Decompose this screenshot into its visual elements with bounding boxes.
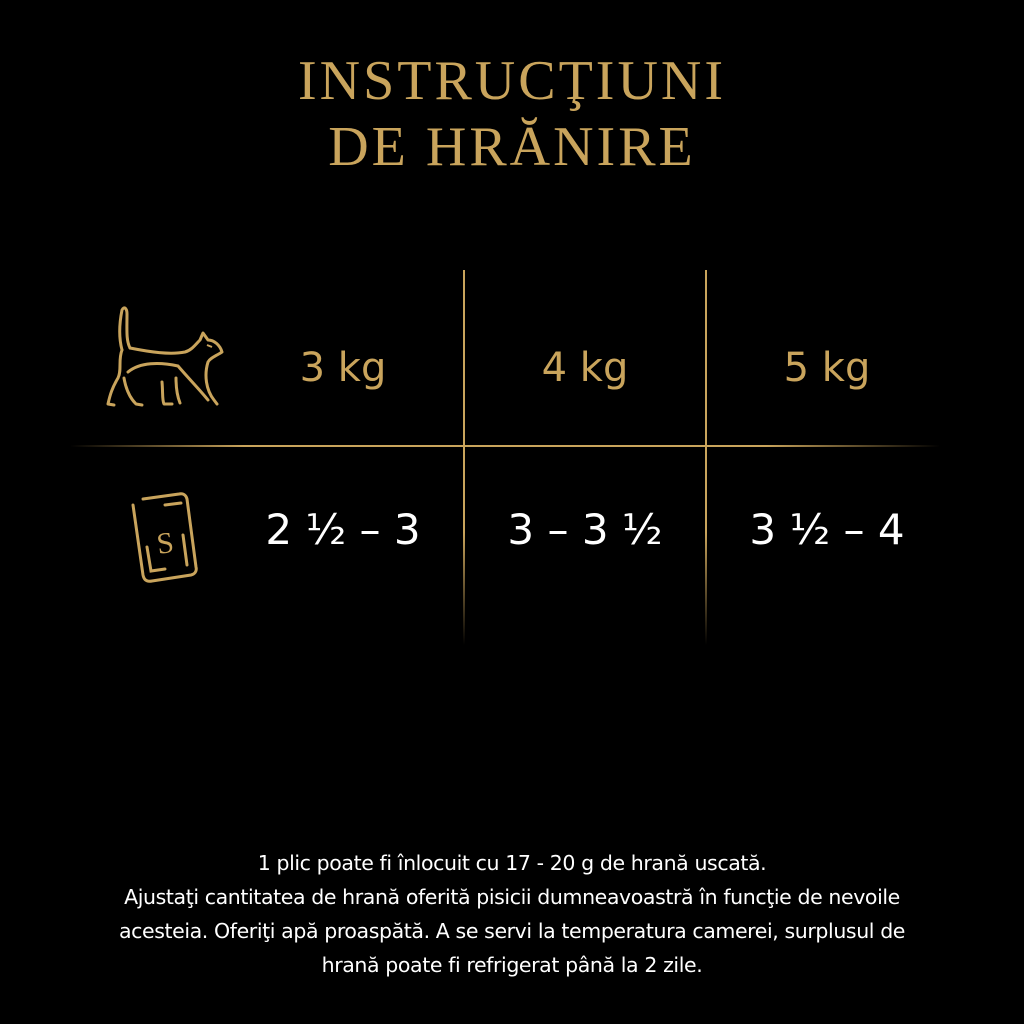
pouch-letter: S bbox=[155, 526, 176, 561]
feeding-notes: 1 plic poate fi înlocuit cu 17 - 20 g de… bbox=[30, 846, 994, 982]
feeding-note-line: hrană poate fi refrigerat până la 2 zile… bbox=[321, 953, 703, 977]
title-line-2: DE HRĂNIRE bbox=[328, 116, 696, 178]
feeding-note-line: acesteia. Oferiţi apă proaspătă. A se se… bbox=[118, 919, 906, 943]
feeding-note-line: Ajustaţi cantitatea de hrană oferită pis… bbox=[124, 885, 900, 909]
pouches-value-5kg: 3 ½ – 4 bbox=[749, 505, 905, 554]
pouch-icon: S bbox=[131, 492, 198, 583]
title-line-1: INSTRUCŢIUNI bbox=[298, 50, 726, 112]
table-vertical-divider bbox=[463, 270, 465, 645]
feeding-note-line: 1 plic poate fi înlocuit cu 17 - 20 g de… bbox=[257, 851, 767, 875]
weight-header-4kg: 4 kg bbox=[541, 345, 629, 391]
table-vertical-divider bbox=[705, 270, 707, 645]
weight-header-5kg: 5 kg bbox=[783, 345, 871, 391]
pouches-value-4kg: 3 – 3 ½ bbox=[507, 505, 663, 554]
page-title: INSTRUCŢIUNI DE HRĂNIRE bbox=[0, 48, 1024, 180]
weight-header-3kg: 3 kg bbox=[299, 345, 387, 391]
table-horizontal-divider bbox=[70, 445, 940, 447]
cat-icon bbox=[106, 306, 224, 407]
pouches-value-3kg: 2 ½ – 3 bbox=[265, 505, 421, 554]
